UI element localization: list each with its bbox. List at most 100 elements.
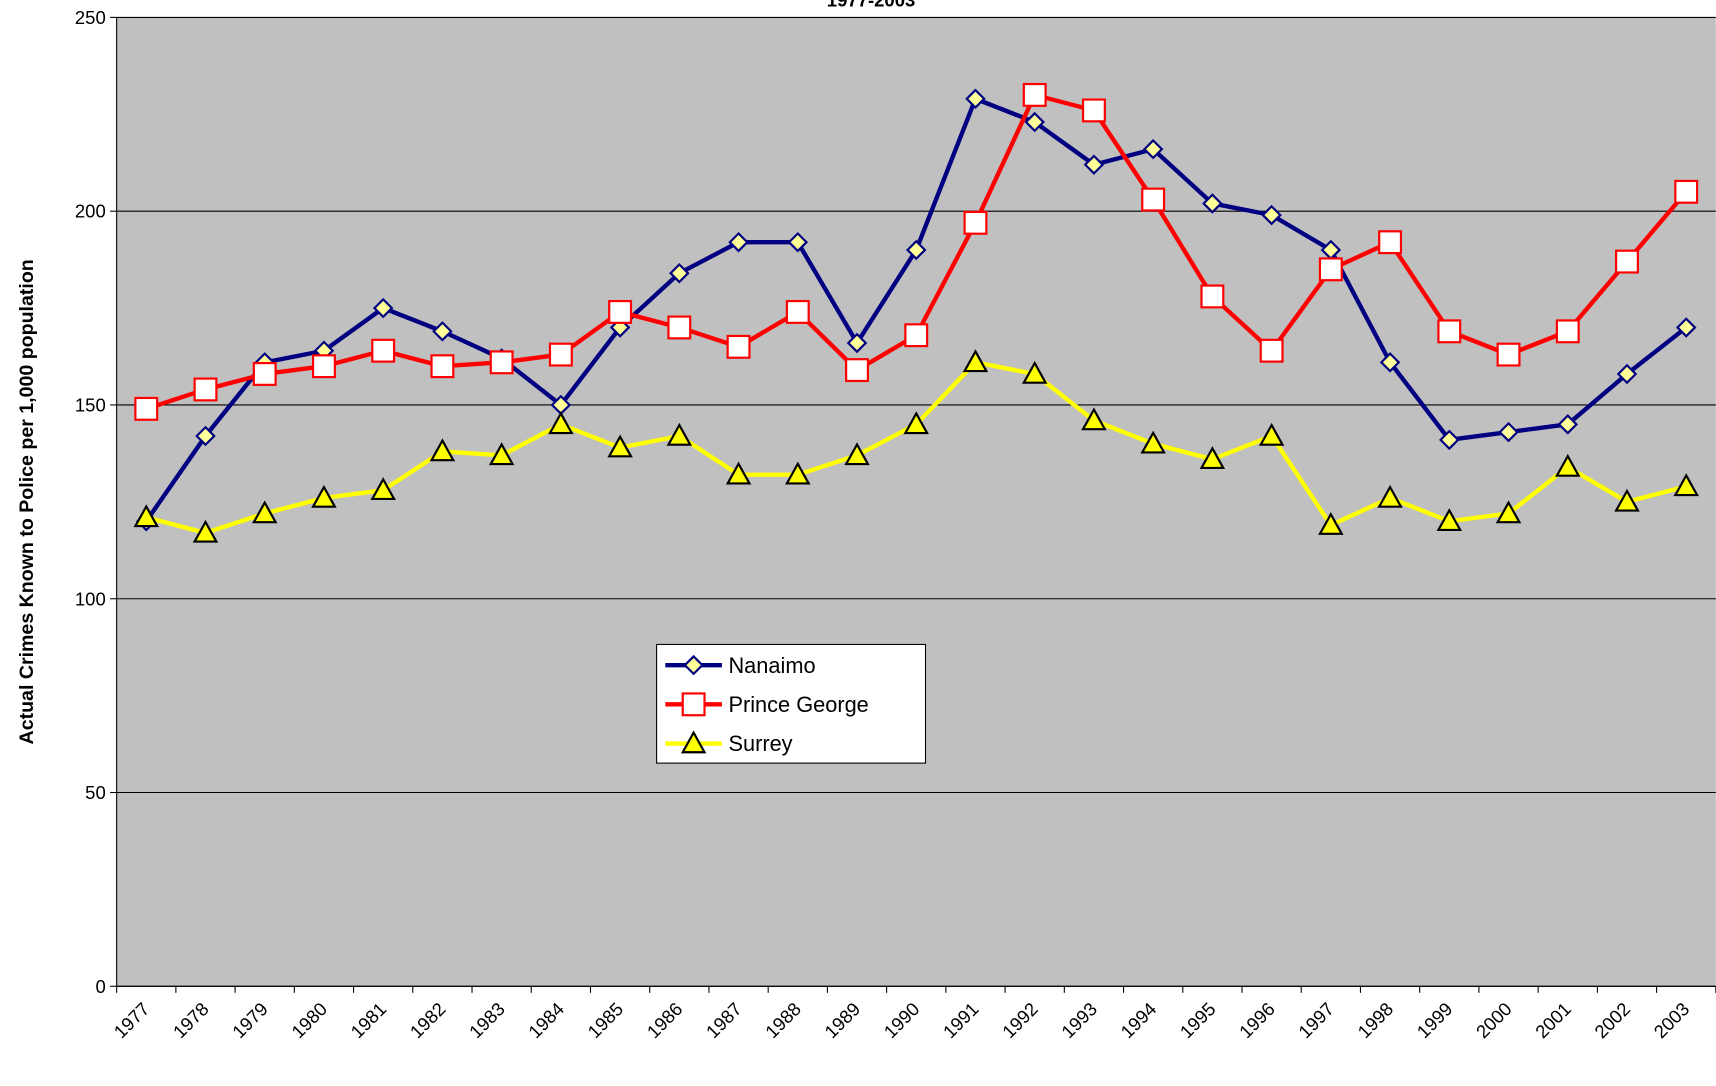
marker [962,349,989,373]
marker [133,504,160,528]
marker [846,332,868,354]
x-tick-label: 1996 [1235,998,1279,1042]
x-tick-label: 1999 [1413,998,1457,1042]
x-tick-label: 1992 [998,998,1042,1042]
marker [1081,98,1106,123]
marker [311,484,337,508]
marker [134,396,159,421]
legend-label: Prince George [728,692,868,717]
marker [1555,319,1580,344]
x-tick-label: 2002 [1590,998,1634,1042]
marker [311,354,336,379]
marker [1259,338,1284,363]
y-tick-label: 250 [75,7,106,28]
marker [371,338,396,363]
x-tick-label: 1980 [287,998,331,1042]
marker [1022,82,1047,107]
marker [429,438,456,462]
marker [370,477,396,501]
legend-label: Surrey [728,731,792,756]
y-tick-label: 0 [95,976,105,997]
marker [666,422,693,446]
marker [965,88,986,110]
marker [1261,204,1282,226]
plot-area [116,17,1716,987]
marker [1142,138,1164,160]
marker [844,442,870,466]
x-tick-label: 1979 [228,998,272,1042]
x-tick-label: 1995 [1176,998,1220,1042]
marker [904,323,929,348]
marker [728,231,749,253]
x-tick-label: 2001 [1531,998,1575,1042]
marker [488,442,515,466]
marker [430,354,455,379]
marker [845,358,869,383]
marker [903,411,929,435]
marker [1673,473,1699,497]
marker [1674,179,1699,204]
x-tick-label: 1988 [761,998,805,1042]
legend-marker [681,692,706,717]
marker [1614,488,1640,512]
marker [608,299,633,324]
marker [1675,317,1697,338]
marker [785,461,811,485]
x-tick-label: 1989 [820,998,864,1042]
marker [192,519,219,543]
marker [725,461,752,485]
x-tick-label: 1985 [583,998,627,1042]
marker [963,210,988,235]
marker [252,361,277,386]
marker [1496,342,1521,367]
marker [251,500,278,524]
x-tick-label: 1997 [1294,998,1338,1042]
marker [1436,508,1463,532]
marker [1083,154,1105,175]
marker [489,350,514,375]
marker [1378,230,1403,255]
marker [1141,187,1166,212]
marker [905,239,927,261]
x-tick-label: 2000 [1472,998,1516,1042]
x-tick-label: 1984 [524,998,568,1042]
x-tick-label: 1998 [1353,998,1397,1042]
marker [1495,500,1522,524]
marker [1615,249,1639,274]
marker [1377,484,1403,508]
x-tick-label: 1993 [1057,998,1101,1042]
marker [726,334,751,359]
x-tick-label: 1994 [1116,998,1160,1042]
marker [1439,429,1460,451]
marker [1199,446,1226,470]
legend-marker [680,730,707,754]
marker [195,425,216,447]
marker [1498,421,1519,443]
marker [607,434,633,458]
marker [548,411,574,435]
x-tick-label: 1981 [346,998,390,1042]
marker [669,262,690,284]
marker [1200,284,1225,309]
marker [1318,257,1343,282]
marker [372,297,394,319]
marker [1437,319,1462,344]
legend-label: Nanaimo [728,653,815,678]
y-tick-label: 200 [75,201,106,222]
marker [1318,511,1344,535]
marker [432,321,453,342]
x-tick-label: 1978 [169,998,213,1042]
x-tick-label: 1982 [406,998,450,1042]
y-tick-label: 100 [75,588,106,609]
marker [1024,111,1045,133]
x-tick-label: 1987 [702,998,746,1042]
marker [1555,453,1581,477]
legend-marker [683,654,704,676]
marker [1616,363,1638,385]
marker [1140,430,1166,454]
marker [787,231,809,253]
marker [785,299,810,324]
x-tick-label: 2003 [1649,998,1693,1042]
y-tick-label: 50 [85,782,106,803]
